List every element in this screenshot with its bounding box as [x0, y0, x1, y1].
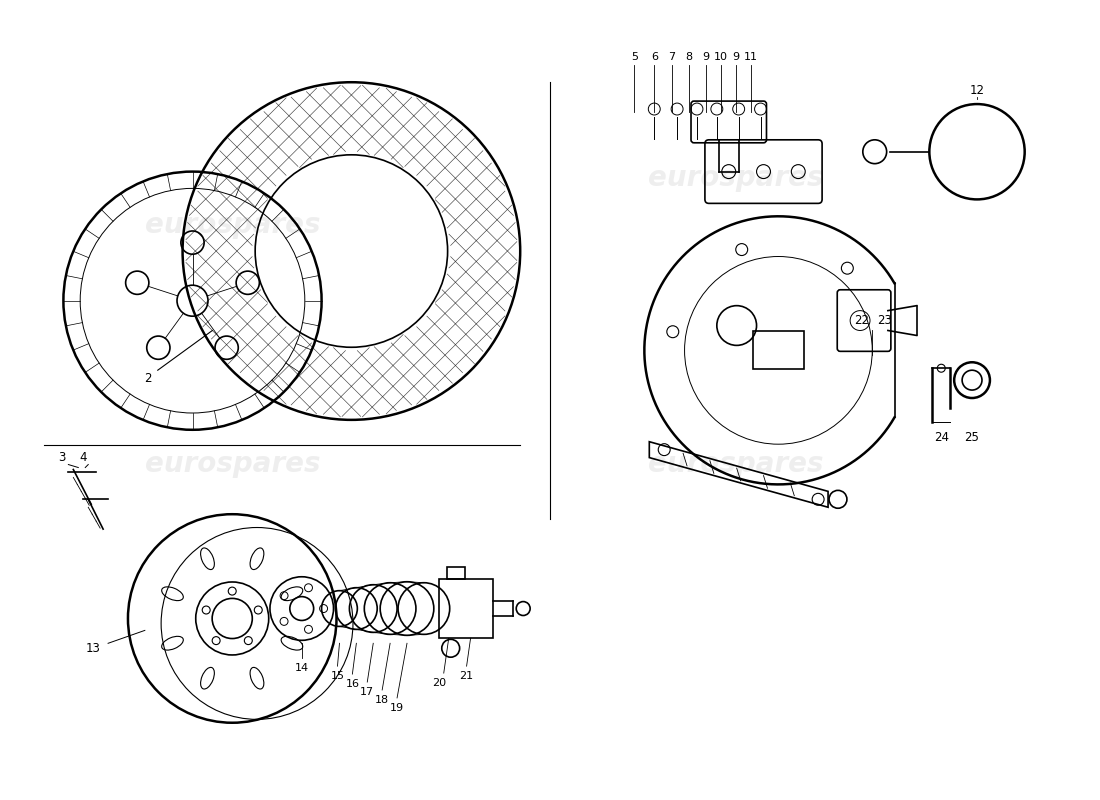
- Bar: [439, 578, 494, 638]
- Text: 9: 9: [733, 52, 739, 62]
- Text: 7: 7: [669, 52, 675, 62]
- Text: 20: 20: [431, 678, 446, 688]
- Text: 13: 13: [86, 642, 100, 654]
- Text: eurospares: eurospares: [145, 211, 321, 239]
- Text: 6: 6: [651, 52, 658, 62]
- Text: 21: 21: [460, 671, 474, 681]
- Text: eurospares: eurospares: [145, 450, 321, 478]
- Text: 8: 8: [685, 52, 693, 62]
- Text: 25: 25: [965, 431, 979, 444]
- Text: 14: 14: [295, 663, 309, 673]
- Text: 12: 12: [969, 84, 984, 97]
- Text: 15: 15: [330, 671, 344, 681]
- Text: 22: 22: [855, 314, 870, 327]
- Bar: [447, 567, 464, 578]
- Text: 4: 4: [79, 451, 87, 464]
- Text: 10: 10: [714, 52, 728, 62]
- Text: 9: 9: [702, 52, 710, 62]
- Text: 24: 24: [934, 431, 949, 444]
- Text: 11: 11: [744, 52, 758, 62]
- Text: 23: 23: [878, 314, 892, 327]
- Text: 19: 19: [390, 703, 404, 713]
- Text: 16: 16: [345, 679, 360, 689]
- Text: 5: 5: [631, 52, 638, 62]
- Text: 17: 17: [360, 687, 374, 697]
- Text: 3: 3: [57, 451, 65, 464]
- Text: eurospares: eurospares: [648, 163, 824, 191]
- Text: 2: 2: [144, 372, 152, 385]
- Text: 18: 18: [375, 695, 389, 705]
- Bar: [752, 331, 804, 370]
- Text: eurospares: eurospares: [648, 450, 824, 478]
